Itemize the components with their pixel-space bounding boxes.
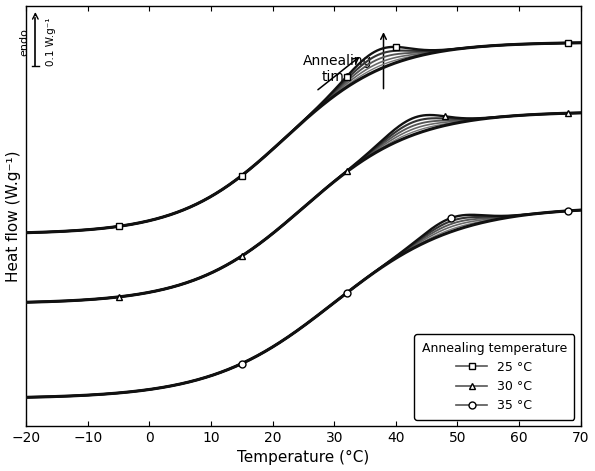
Text: endo: endo [19,28,29,56]
Y-axis label: Heat flow (W.g⁻¹): Heat flow (W.g⁻¹) [5,150,21,282]
X-axis label: Temperature (°C): Temperature (°C) [237,450,369,465]
Text: Annealing
time: Annealing time [302,54,372,84]
Legend: 25 °C, 30 °C, 35 °C: 25 °C, 30 °C, 35 °C [414,334,574,420]
Text: 0.1 W.g⁻¹: 0.1 W.g⁻¹ [46,18,56,66]
